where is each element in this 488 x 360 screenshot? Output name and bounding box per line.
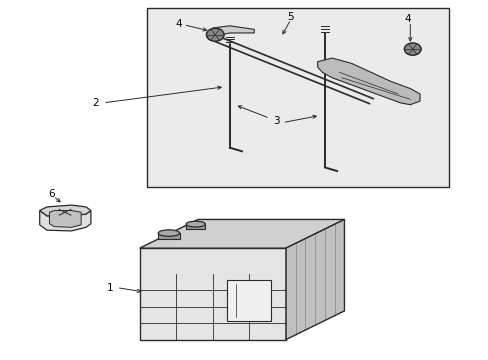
- Polygon shape: [317, 58, 419, 105]
- Circle shape: [404, 43, 420, 55]
- Polygon shape: [285, 220, 344, 339]
- Polygon shape: [140, 248, 285, 339]
- Circle shape: [206, 28, 224, 41]
- Text: 1: 1: [107, 283, 114, 293]
- Polygon shape: [49, 211, 81, 227]
- Ellipse shape: [186, 221, 205, 227]
- Ellipse shape: [158, 230, 179, 236]
- Bar: [227, 280, 271, 321]
- Text: 4: 4: [175, 19, 182, 29]
- Text: 2: 2: [92, 98, 99, 108]
- Polygon shape: [40, 205, 91, 216]
- Polygon shape: [140, 220, 344, 248]
- Text: 4: 4: [404, 14, 410, 24]
- Polygon shape: [158, 233, 179, 239]
- Polygon shape: [186, 224, 205, 229]
- Text: 5: 5: [287, 12, 294, 22]
- Text: 6: 6: [48, 189, 55, 199]
- Polygon shape: [212, 26, 254, 37]
- Text: 3: 3: [272, 116, 279, 126]
- Polygon shape: [40, 211, 91, 231]
- Bar: [147, 8, 448, 187]
